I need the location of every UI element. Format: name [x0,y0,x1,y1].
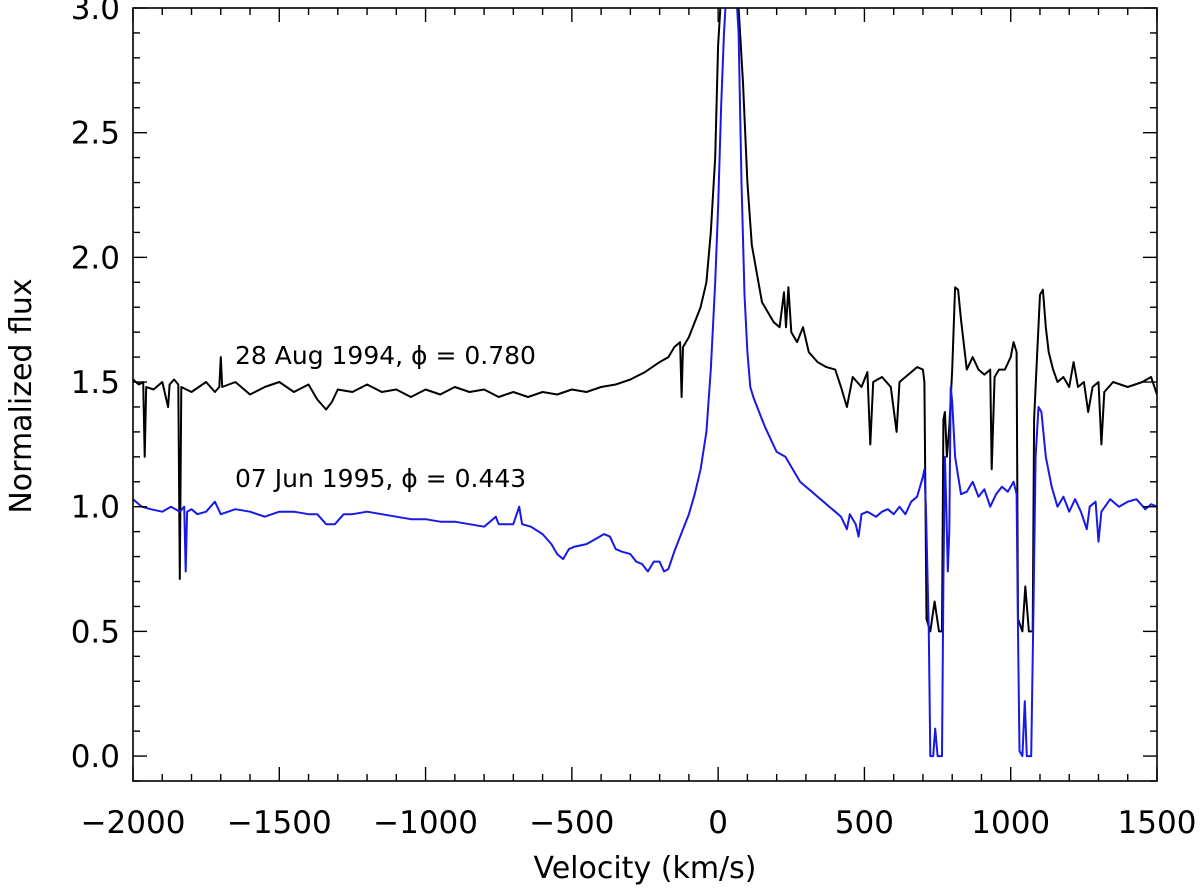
x-tick-label: −2000 [81,805,186,841]
annotation-1995: 07 Jun 1995, ϕ = 0.443 [235,464,526,493]
x-tick-label: −1000 [373,805,478,841]
y-tick-label: 1.0 [71,490,120,526]
series-line-0 [133,8,1157,633]
x-tick-label: −1500 [227,805,332,841]
y-tick-label: 0.5 [71,614,120,650]
x-tick-label: 1500 [1118,805,1197,841]
y-axis-label: Normalized flux [4,278,39,513]
y-tick-label: 2.0 [71,240,120,276]
x-tick-label: 500 [835,805,894,841]
series-layer [133,8,1157,758]
y-tick-label: 3.0 [71,0,120,27]
y-tick-label: 1.5 [71,365,120,401]
plot-frame [132,7,1158,782]
series-line-1 [133,8,1157,758]
y-tick-label: 2.5 [71,116,120,152]
y-tick-labels: 0.0 0.5 1.0 1.5 2.0 2.5 3.0 [71,0,120,775]
annotation-1994: 28 Aug 1994, ϕ = 0.780 [235,341,536,370]
x-axis-label: Velocity (km/s) [534,851,757,886]
axis-ticks [132,7,1158,782]
x-tick-label: 0 [708,805,728,841]
y-tick-label: 0.0 [71,739,120,775]
x-tick-labels: −2000 −1500 −1000 −500 0 500 1000 1500 [81,805,1197,841]
x-tick-label: 1000 [971,805,1050,841]
x-tick-label: −500 [529,805,614,841]
